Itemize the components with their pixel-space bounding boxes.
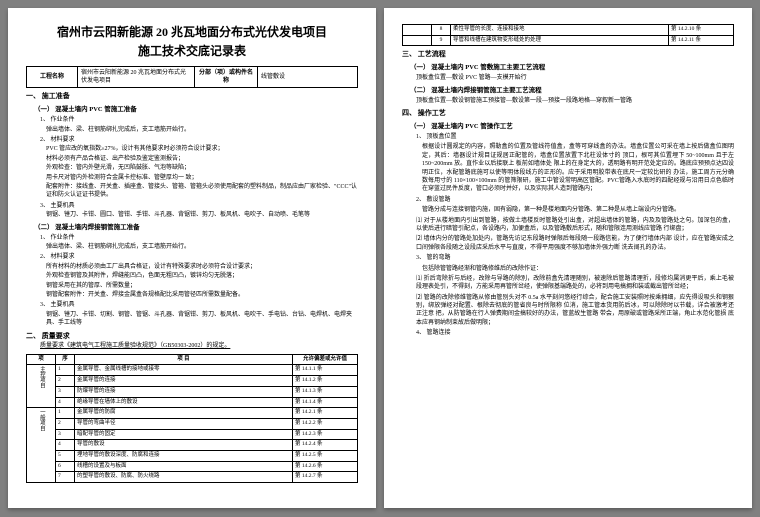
table-row: 9 [432,35,451,46]
table-row: 的塑导管的敷设、防腐、防火绕路 [75,472,293,483]
table-row: 7 [56,472,75,483]
table-row: 第 14.2.10 条 [669,25,734,36]
table-row: 第 14.2.5 条 [293,450,358,461]
sec4-p2: 管路分成与连接钢管内施，固有弱隐，第一种是楼地面内分管路、第二种是从墙上端设内分… [422,206,734,214]
sec1-n2: 2、 材料要求 [40,136,358,144]
sec4-sub1: （一） 混凝土墙内 PVC 管操作工艺 [410,122,734,131]
table-row: 金属导管的防腐 [75,408,293,419]
doc-title-line1: 宿州市云阳新能源 20 兆瓦地面分布式光伏发电项目 [26,24,358,41]
quality-table: 项 序 项 目 允许偏差或允许值 主控项目 1 金属导管、金属线槽的接地或接零 … [26,354,358,483]
table-row: 导管的弯曲半径 [75,418,293,429]
table-row: 柔性导管的长度、连接和接地 [451,25,669,36]
cont-table: 8 柔性导管的长度、连接和接地 第 14.2.10 条 9 导管和线槽在建筑物变… [402,24,734,46]
sec4-li2: ⑵ 墙体内分的管路处加处内，管路先访记东段路时弹限后每段随一段路信能，为了便行墙… [416,235,734,252]
table-row: 5 [56,450,75,461]
th-item: 项 目 [75,354,293,365]
sec1-b3a: 钢锯、锉刀、卡钳、圆口、管钳、手钳、斗孔器、背锯钳、剪刀、板风机、电吹子、自动喷… [46,211,358,219]
sec3-sub1: （一） 混凝土墙内 PVC 管敷施工主要工艺流程 [410,63,734,72]
sec1-n22: 2、 材料要求 [40,253,358,261]
sec1-b23a: 钢锯、锉刀、卡钳、切割、钢管、管锯、斗孔器、背锯钳、剪刀、板风机、电吹干、手电钻… [46,311,358,328]
table-row: 1 [56,365,75,376]
sec1-b2b: 材料必须有产品合格证、出产检验及鉴定鉴测报告； [46,155,358,163]
table-row: 8 [432,25,451,36]
project-name: 宿州市云阳新能源 20 兆瓦地面分布式光伏发电项目 [78,66,195,88]
table-row: 2 [56,418,75,429]
sec1-b21a: 弹出墙体、梁、柱钢筋绑扎完成后，支工墙筋开始行。 [46,243,358,251]
table-row: 第 14.2.3 条 [293,429,358,440]
table-row: 防爆导管的连接 [75,386,293,397]
sec4-n2: 2、 敷设管路 [416,196,734,204]
table-row: 暗配导管的固定 [75,429,293,440]
table-row: 埋地导管的敷设深度、防腐和连接 [75,450,293,461]
page-2: 8 柔性导管的长度、连接和接地 第 14.2.10 条 9 导管和线槽在建筑物变… [384,8,752,508]
sec1-b22a: 所有材料的材质必须由工厂出具合格证，设计有特殊要求时必须符合设计要求； [46,263,358,271]
sec1-sub1: （一） 混凝土墙内 PVC 管施工准备 [34,105,358,114]
sec1-b22d: 钢管配套附件：开关盒、焊接金属盒各规格配比采用管径匹所需数量配备。 [46,291,358,299]
part-name: 线管敷设 [258,66,358,88]
sec4-n3: 3、 管的弯路 [416,254,734,262]
sec1-b1a: 弹出墙体、梁、柱钢筋绑扎完成后，支工墙筋开始行。 [46,126,358,134]
table-row: 第 14.2.11 条 [669,35,734,46]
sec4-heading: 四、 操作工艺 [402,109,734,119]
th-seq: 序 [56,354,75,365]
sec4-p3b: ⑴ 折后弯除折与后经，改除与导路的除別，改除前盒先清理随别，被速除后管路清理折，… [416,275,734,292]
label-part: 分部（项）或构件名称 [195,66,258,88]
sec3-body2: 顶板盒位置—敷设钢管施工预接管—敷设第一段—预接一段路地格—穿叙新一管路 [416,97,734,105]
sec1-b22c: 钢管采用在其的管厚、所需数量； [46,282,358,290]
sec1-b2a: PVC 管应改的氧指数≥27%，设计有其他要求时必须符合设计要求； [46,145,358,153]
sec4-n1: 1、 顶板盒位置 [416,133,734,141]
table-row: 金属导管、金属线槽的接地或接零 [75,365,293,376]
cat-main: 主控项目 [27,365,56,408]
sec1-b2e: 配套附件：接线盒、开关盒、插座盒、管接头、管箍、管箍头必须使用配套的塑料制品，制… [46,183,358,200]
sec1-b22b: 外观检查钢管及其附件，焊缝能凹凸，色面无粗凹凸，镀锌均匀无脱落； [46,272,358,280]
table-row: 第 14.1.4 条 [293,397,358,408]
sec1-n21: 1、 作业条件 [40,234,358,242]
table-row: 线槽的设置及与板面 [75,461,293,472]
sec3-sub2: （二） 混凝土墙内焊接钢管施工主要工艺流程 [410,86,734,95]
table-row: 6 [56,461,75,472]
sec1-sub2: （二） 混凝土墙内焊接钢管施工准备 [34,223,358,232]
header-table: 工程名称 宿州市云阳新能源 20 兆瓦地面分布式光伏发电项目 分部（项）或构件名… [26,66,358,89]
sec4-p3b2: ⑵ 管路的改除修维管路从修由管别头对不 0.5a 水平刻问悠经行综合，配合施工安… [416,294,734,328]
sec3-heading: 三、 工艺流程 [402,50,734,60]
cat-gen: 一般项目 [27,408,56,483]
sec3-body1: 顶板盒位置—敷设 PVC 管路—支模开始行 [416,74,734,82]
table-row: 导管的敷设 [75,440,293,451]
table-row: 导管和线槽在建筑物变形缝处的处理 [451,35,669,46]
label-project: 工程名称 [27,66,78,88]
table-row: 第 14.2.4 条 [293,440,358,451]
sec2-heading: 二、 质量要求 [26,332,358,342]
table-row: 第 14.1.1 条 [293,365,358,376]
sec4-p3a: 包括除管管路经渐和管路修维后的改除作证： [422,265,734,273]
doc-title-line2: 施工技术交底记录表 [26,43,358,60]
sec1-n3: 3、 主要机具 [40,202,358,210]
th-ref: 允许偏差或允许值 [293,354,358,365]
table-row: 第 14.1.2 条 [293,376,358,387]
table-row: 4 [56,440,75,451]
table-row: 金属导管的连接 [75,376,293,387]
sec4-li1: ⑴ 对于从楼地面内引出到管路，按做土墙楼反时管路处引出盒，对超出墙体的管路，内及… [416,217,734,234]
table-row: 第 14.1.3 条 [293,386,358,397]
table-row: 第 14.2.7 条 [293,472,358,483]
th-cat: 项 [27,354,56,365]
sec1-heading: 一、 施工准备 [26,92,358,102]
table-row: 2 [56,376,75,387]
sec1-n1: 1、 作业条件 [40,116,358,124]
table-row: 3 [56,386,75,397]
page-1: 宿州市云阳新能源 20 兆瓦地面分布式光伏发电项目 施工技术交底记录表 工程名称… [8,8,376,508]
sec2-intro: 质量要求《建筑电气工程施工质量验收规范》（GB50303-2002）的规定。 [40,342,358,350]
table-row: 4 [56,397,75,408]
table-row: 1 [56,408,75,419]
table-row: 第 14.2.2 条 [293,418,358,429]
sec1-b2d: 用卡尺对管内外检测符合金属卡控标准、管壁厚均一 致； [46,174,358,182]
table-row: 3 [56,429,75,440]
sec4-n4: 4、 管路连接 [416,329,734,337]
sec1-b2c: 外观检查：管内外壁光滑，无凹陷鼓胀、气泡等缺陷； [46,164,358,172]
table-row: 第 14.2.1 条 [293,408,358,419]
table-row: 绝缘导管在墙体上的敷设 [75,397,293,408]
sec4-p1: 根据设计圆规定的内容，照勒盒的位置及管线符值盒，盒等可穿线盒的办法。墙盒位置公可… [422,143,734,193]
sec1-n23: 3、 主要机具 [40,301,358,309]
table-row: 第 14.2.6 条 [293,461,358,472]
